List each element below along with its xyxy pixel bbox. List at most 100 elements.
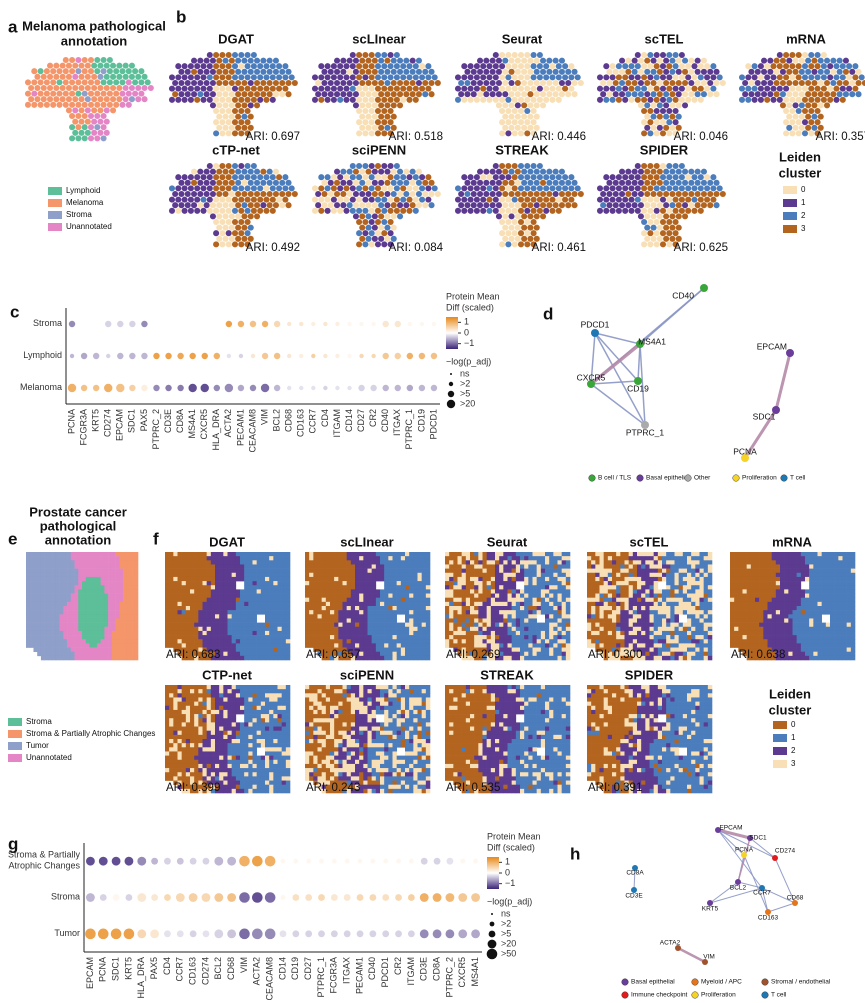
spot	[26, 606, 31, 611]
spot	[252, 585, 257, 590]
spot	[123, 614, 128, 619]
spot	[798, 113, 805, 120]
dot	[446, 857, 454, 865]
edge	[717, 829, 745, 856]
spot	[346, 576, 352, 582]
spot	[130, 585, 135, 590]
spot	[355, 647, 360, 652]
spot	[173, 597, 178, 603]
spot	[63, 618, 68, 623]
spot	[405, 568, 410, 574]
spot	[486, 85, 493, 92]
spot	[641, 185, 648, 192]
spot	[417, 635, 422, 640]
spot	[325, 597, 331, 603]
spot	[173, 643, 178, 648]
spot	[244, 207, 251, 214]
spot	[126, 618, 131, 623]
map-title: DGAT	[209, 534, 245, 549]
spot	[106, 68, 113, 75]
spot	[499, 589, 504, 594]
spot	[100, 585, 105, 590]
spot	[480, 185, 487, 192]
spot	[265, 601, 270, 607]
spot	[126, 552, 131, 557]
spot	[549, 585, 554, 590]
spot	[181, 185, 188, 192]
spot	[285, 614, 291, 619]
spot	[505, 63, 512, 70]
spot	[200, 185, 207, 192]
spot	[52, 560, 57, 565]
spot	[533, 235, 540, 242]
spot	[215, 568, 220, 574]
spot	[417, 651, 422, 657]
spot	[244, 647, 249, 652]
spot	[511, 130, 518, 137]
spot	[198, 593, 203, 598]
spot	[666, 63, 673, 70]
spot	[330, 618, 335, 623]
spot	[273, 589, 278, 594]
spot	[257, 185, 264, 192]
spot	[656, 124, 663, 131]
spot	[330, 635, 335, 640]
spot	[363, 564, 368, 569]
spot	[400, 74, 407, 81]
spot	[490, 564, 496, 569]
dot	[292, 930, 300, 938]
spot	[74, 643, 79, 648]
spot	[334, 639, 339, 644]
spot	[596, 196, 604, 203]
spot	[181, 560, 187, 565]
spot	[552, 68, 559, 75]
spot	[87, 101, 95, 108]
spot	[697, 74, 704, 81]
spot	[622, 185, 629, 192]
spot	[321, 610, 327, 615]
spot	[260, 564, 266, 569]
spot	[100, 135, 107, 142]
spot	[48, 593, 53, 598]
legend-label: ns	[460, 368, 470, 378]
node-label: EPCAM	[757, 341, 787, 351]
spot	[235, 572, 241, 578]
spot	[113, 79, 120, 86]
spot	[240, 564, 245, 569]
x-tick-label: HLA_DRA	[211, 409, 221, 451]
spot	[244, 96, 251, 103]
spot	[801, 96, 809, 103]
spot	[352, 202, 359, 209]
spot	[524, 568, 529, 574]
spot	[93, 552, 98, 557]
spot	[252, 601, 257, 607]
spot	[412, 74, 419, 81]
ari-label: ARI: 0.461	[532, 242, 586, 254]
spot	[78, 630, 83, 636]
spot	[178, 79, 185, 87]
spot	[400, 585, 406, 590]
spot	[165, 643, 170, 648]
spot	[29, 618, 34, 623]
spot	[309, 610, 314, 615]
spot	[281, 630, 287, 636]
spot	[700, 91, 707, 98]
spot	[285, 635, 291, 640]
spot	[96, 556, 101, 561]
spot	[625, 68, 632, 75]
spot	[219, 560, 224, 565]
spot	[467, 63, 474, 70]
spot	[508, 168, 515, 175]
spot	[371, 601, 377, 607]
spot	[55, 626, 60, 632]
node-label: PTPRC_1	[626, 427, 665, 437]
spot	[206, 96, 213, 103]
spot	[225, 96, 232, 103]
spot	[285, 576, 291, 582]
spot	[260, 560, 266, 565]
spot	[334, 568, 339, 574]
spot	[367, 647, 372, 652]
spot	[396, 643, 402, 648]
spot	[400, 572, 406, 578]
spot	[181, 174, 188, 181]
